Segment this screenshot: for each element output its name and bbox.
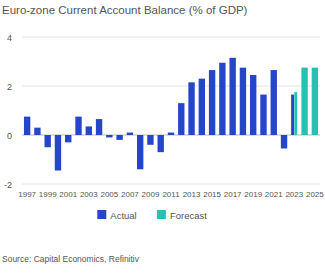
grid-line [22, 184, 320, 185]
x-tick-label: 2013 [183, 190, 201, 199]
bar [116, 135, 122, 140]
bar [178, 103, 184, 135]
legend-label: Actual [110, 210, 136, 221]
legend-label: Forecast [170, 210, 207, 221]
bar [75, 117, 81, 135]
bar [147, 135, 153, 145]
y-tick-label: 4 [7, 33, 12, 43]
bar [209, 70, 215, 135]
y-tick-label: 2 [7, 82, 12, 92]
bar [34, 128, 40, 135]
bar [127, 133, 133, 135]
chart: Euro-zone Current Account Balance (% of … [0, 0, 325, 273]
legend-swatch [157, 210, 166, 219]
x-tick-label: 2007 [121, 190, 139, 199]
x-tick-label: 2003 [80, 190, 98, 199]
bar [137, 135, 143, 169]
x-tick-label: 2001 [59, 190, 77, 199]
y-tick-label: -2 [4, 180, 12, 190]
bar [65, 135, 71, 142]
bar [271, 70, 277, 135]
bar [312, 68, 318, 135]
bar [291, 95, 294, 135]
bar [86, 126, 92, 135]
bar [240, 68, 246, 135]
legend-swatch [97, 210, 106, 219]
bar [55, 135, 61, 171]
x-tick-label: 1999 [39, 190, 57, 199]
bar [281, 135, 287, 148]
bar [229, 58, 235, 135]
bar [260, 95, 266, 135]
x-tick-label: 2005 [100, 190, 118, 199]
x-tick-label: 2019 [244, 190, 262, 199]
x-tick-label: 2015 [203, 190, 221, 199]
grid-line [22, 37, 320, 38]
bar [24, 117, 30, 135]
bar [45, 135, 51, 147]
bar [96, 119, 102, 135]
bar [250, 75, 256, 135]
bars [24, 58, 318, 171]
bar [199, 79, 205, 135]
bar [294, 92, 297, 135]
x-tick-label: 2025 [306, 190, 324, 199]
x-tick-label: 2009 [142, 190, 160, 199]
x-tick-label: 2023 [285, 190, 303, 199]
x-tick-label: 1997 [18, 190, 36, 199]
bar [219, 63, 225, 135]
x-tick-label: 2011 [162, 190, 180, 199]
bar [106, 135, 112, 137]
x-tick-label: 2017 [224, 190, 242, 199]
x-tick-label: 2021 [265, 190, 283, 199]
bar [188, 82, 194, 135]
bar [168, 133, 174, 135]
bar [301, 68, 307, 135]
source: Source: Capital Economics, Refinitiv [2, 254, 140, 264]
bar [158, 135, 164, 152]
y-tick-label: 0 [7, 131, 12, 141]
title: Euro-zone Current Account Balance (% of … [2, 4, 248, 16]
